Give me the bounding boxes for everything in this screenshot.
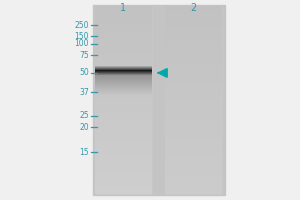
- Text: 1: 1: [120, 3, 127, 13]
- Text: 250: 250: [74, 21, 89, 30]
- Bar: [95, 6, 152, 194]
- Text: 75: 75: [79, 51, 89, 60]
- Text: 150: 150: [74, 32, 89, 41]
- Text: 2: 2: [190, 3, 196, 13]
- Text: 37: 37: [79, 88, 89, 97]
- Text: 20: 20: [80, 123, 89, 132]
- Text: 100: 100: [74, 39, 89, 48]
- Text: 50: 50: [79, 68, 89, 77]
- Text: 25: 25: [80, 111, 89, 120]
- Bar: [165, 6, 222, 194]
- Text: 15: 15: [80, 148, 89, 157]
- Bar: [93, 5, 225, 195]
